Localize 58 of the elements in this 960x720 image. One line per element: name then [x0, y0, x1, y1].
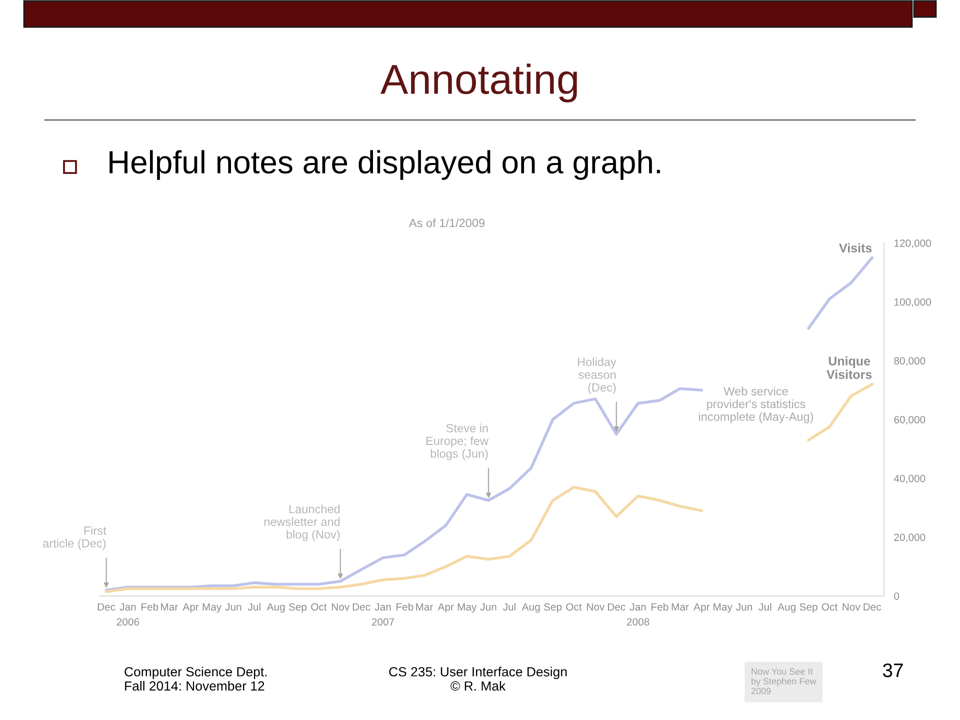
x-tick-label: Apr: [438, 603, 454, 613]
text: As of 1/1/2009: [408, 218, 485, 228]
x-tick-label: Dec: [352, 603, 370, 611]
x-tick-label: Sep: [800, 603, 818, 613]
x-tick-label: Mar: [416, 603, 434, 611]
text: 37: [882, 663, 903, 678]
x-tick-label: Dec: [98, 603, 116, 611]
x-tick-label: Aug: [522, 603, 540, 613]
annotation: First article (Dec): [43, 526, 106, 550]
x-tick-label: Jul: [248, 602, 260, 611]
x-tick-label: Jul: [758, 602, 772, 611]
y-tick-label: 100,000: [894, 298, 931, 307]
x-tick-label: Mar: [161, 603, 178, 611]
x-tick-label: Jun: [225, 603, 242, 611]
x-tick-label: Jun: [736, 603, 752, 611]
x-tick-label: Feb: [652, 602, 668, 611]
x-tick-label: Dec: [864, 603, 882, 611]
x-tick-label: May: [458, 603, 477, 613]
x-tick-label: Feb: [141, 602, 158, 611]
y-tick-label: 40,000: [894, 474, 926, 484]
annotation: Steve in Europe; few blogs (Jun): [426, 424, 489, 460]
x-tick-label: Jan 2006: [116, 603, 140, 626]
x-tick-label: May: [714, 603, 732, 613]
x-tick-label: Apr: [694, 603, 710, 613]
x-tick-label: Jan 2008: [626, 603, 650, 626]
annotation: Launched newsletter and blog (Nov): [264, 504, 340, 542]
y-tick-label: 0: [894, 592, 900, 600]
series-label: Visits: [839, 243, 872, 252]
x-tick-label: Feb: [396, 602, 414, 611]
x-tick-label: Sep: [544, 603, 562, 613]
x-tick-label: Apr: [182, 603, 199, 613]
x-tick-label: Oct: [822, 603, 838, 611]
x-tick-label: Oct: [311, 603, 327, 611]
annotation: Holiday season (Dec): [578, 357, 616, 394]
series-label: Unique Visitors: [826, 356, 872, 379]
x-tick-label: Jul: [502, 602, 516, 611]
x-tick-label: Mar: [672, 603, 689, 611]
x-tick-label: Oct: [566, 603, 582, 611]
x-tick-label: Aug: [266, 603, 285, 613]
text: CS 235: User Interface Design © R. Mak: [389, 666, 567, 691]
y-tick-label: 60,000: [894, 416, 926, 425]
x-tick-label: Sep: [288, 603, 307, 613]
text: Now You See It by Stephen Few 2009: [751, 668, 816, 694]
y-tick-label: 120,000: [894, 240, 931, 248]
y-tick-label: 80,000: [894, 357, 926, 366]
x-tick-label: Jun: [480, 603, 496, 611]
annotation: Web service provider's statistics incomplete (May-Aug): [699, 386, 814, 424]
y-tick-label: 20,000: [894, 534, 926, 542]
x-tick-label: Nov: [842, 603, 860, 611]
x-tick-label: Nov: [587, 603, 605, 611]
text: Computer Science Dept. Fall 2014: November 12: [124, 666, 267, 691]
x-tick-label: Dec: [608, 603, 626, 611]
x-tick-label: Jan 2007: [372, 603, 394, 626]
chart-title: Annotating: [380, 64, 577, 102]
chart-subtitle: Helpful notes are displayed on a graph.: [110, 150, 660, 180]
x-tick-label: May: [202, 603, 222, 613]
x-tick-label: Aug: [778, 603, 796, 613]
x-tick-label: Nov: [332, 603, 350, 611]
